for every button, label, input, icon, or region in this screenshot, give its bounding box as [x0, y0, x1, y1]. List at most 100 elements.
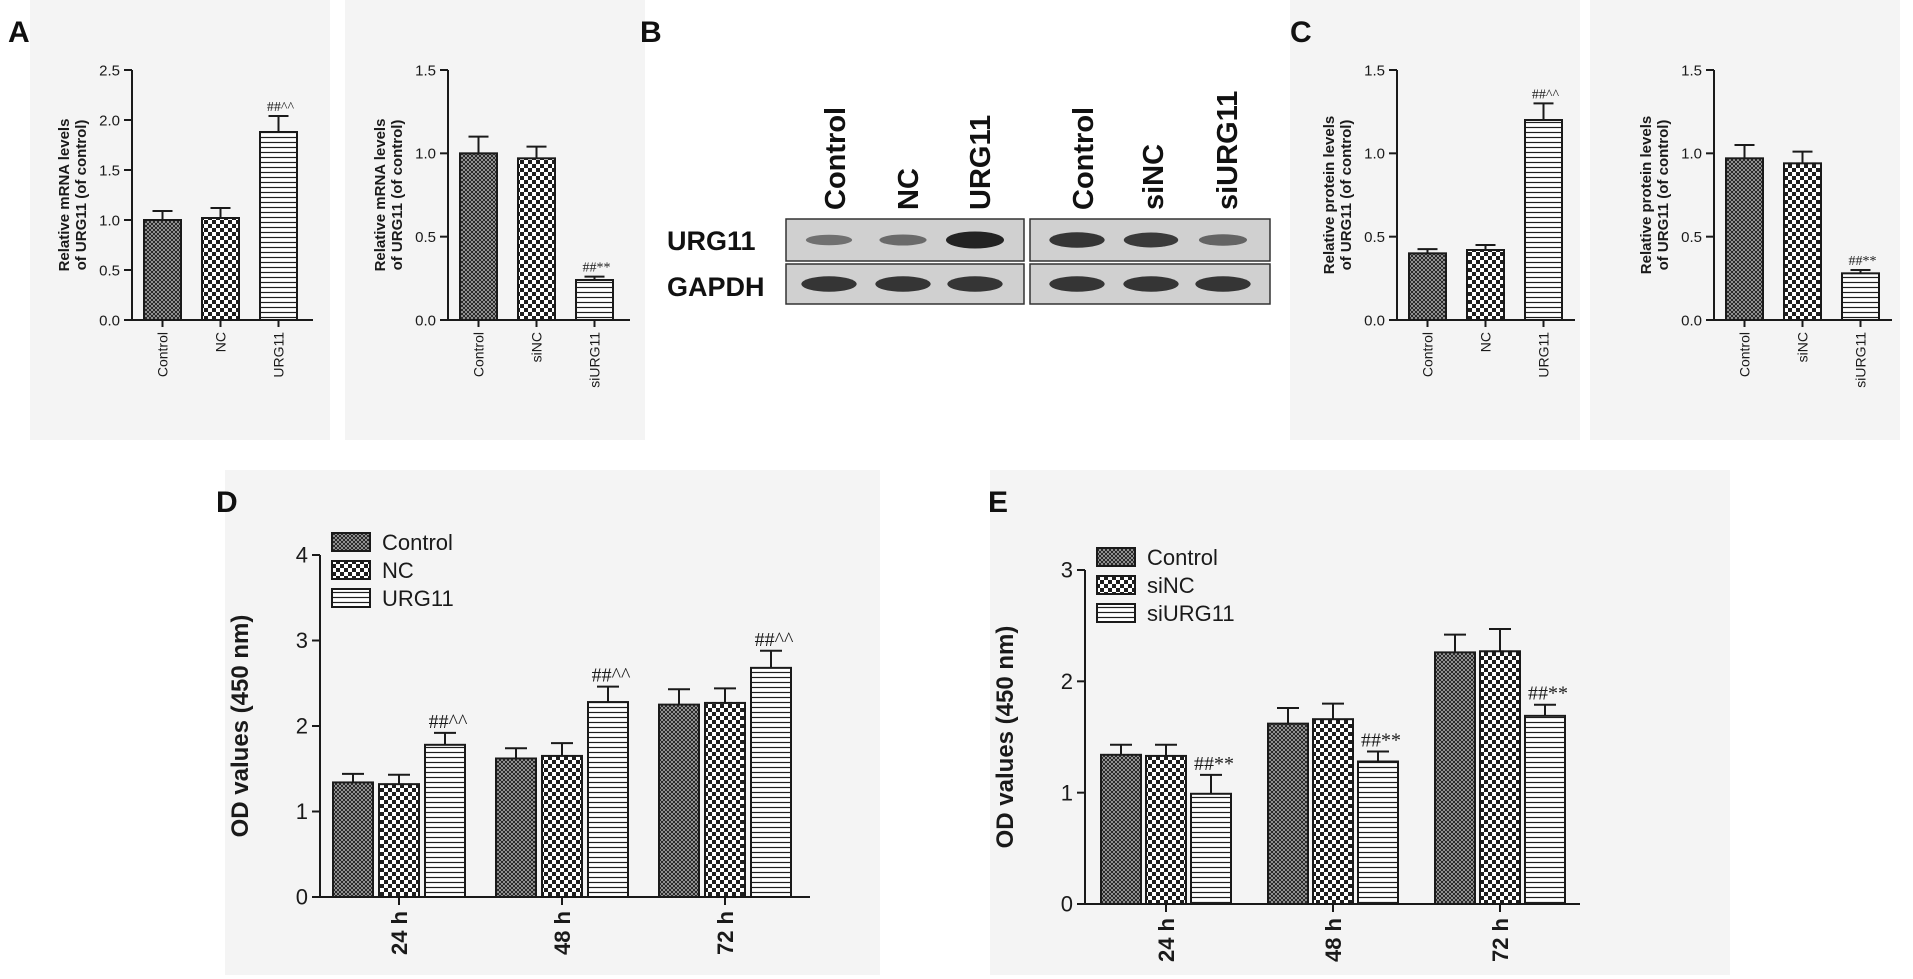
panel-label-d: D: [216, 486, 238, 519]
x-tick-label: NC: [213, 332, 229, 352]
significance-label: ##**: [1528, 683, 1568, 705]
legend-label: Control: [382, 530, 453, 555]
panel-label-a: A: [8, 16, 30, 49]
y-tick-label: 2: [296, 714, 308, 739]
y-tick-label: 4: [296, 543, 308, 568]
blot-row-label-gapdh: GAPDH: [667, 272, 765, 302]
x-tick-label: Control: [1737, 332, 1753, 377]
legend-swatch: [1096, 547, 1136, 567]
y-axis-label-line: of URG11 (of control): [389, 120, 406, 271]
blot-band: [879, 234, 927, 246]
x-tick-label: siURG11: [1853, 332, 1869, 388]
chart-c1: 0.0 0.5 1.0 1.5 Relative protein levelsof UR…: [1321, 62, 1575, 378]
bar: [1100, 753, 1142, 906]
y-axis-label: Relative mRNA levelsof URG11 (of control…: [56, 119, 90, 272]
y-axis-label-line: of URG11 (of control): [1338, 120, 1355, 271]
blot-lane-labels: Control NC URG11 Control siNC siURG11: [820, 91, 1244, 210]
legend-swatch: [331, 560, 371, 580]
blot-band: [805, 234, 853, 246]
blot-lane-label: Control: [1068, 107, 1100, 210]
y-axis-label-line: OD values (450 nm): [227, 615, 254, 838]
y-tick-label: 0.0: [99, 312, 120, 329]
blot-band: [1198, 234, 1248, 246]
bar: [1479, 650, 1521, 905]
y-tick-label: 2: [1061, 669, 1073, 694]
y-tick-label: 3: [1061, 558, 1073, 583]
chart-c2: 0.0 0.5 1.0 1.5 Relative protein levelsof UR…: [1638, 62, 1892, 388]
legend-label: siURG11: [1147, 601, 1235, 626]
x-tick-label: Control: [155, 332, 171, 377]
bar: [495, 757, 537, 898]
y-axis-label-line: Relative mRNA levels: [56, 119, 73, 272]
legend-label: URG11: [382, 586, 454, 611]
bar: [704, 701, 746, 898]
bar: [658, 703, 700, 898]
bar: [1524, 714, 1566, 906]
blot-lane-label: siURG11: [1212, 91, 1244, 210]
y-tick-label: 0: [1061, 892, 1073, 917]
chart-e: 0 1 2 3 OD values (450 nm) ##** 24 h ##** 48 h ##…: [992, 545, 1580, 962]
y-axis-label: Relative protein levelsof URG11 (of cont…: [1321, 116, 1355, 274]
blot-band: [1123, 276, 1179, 292]
y-axis-label-line: Relative protein levels: [1321, 116, 1338, 274]
bar: [575, 279, 614, 321]
y-tick-label: 1.5: [415, 62, 436, 79]
chart-d: 0 1 2 3 4 OD values (450 nm) ##^^ 24 h ##^^ 48 h #…: [227, 530, 810, 955]
legend-swatch: [331, 532, 371, 552]
y-tick-label: 1.5: [1681, 62, 1702, 79]
x-tick-label: URG11: [271, 332, 287, 378]
x-tick-label: 48 h: [550, 911, 575, 955]
blot-band: [946, 231, 1004, 249]
bar: [378, 783, 420, 899]
y-axis-label-line: Relative protein levels: [1638, 116, 1655, 274]
panel-label-e: E: [988, 486, 1008, 519]
y-axis-label: Relative mRNA levelsof URG11 (of control…: [372, 119, 406, 272]
bar: [332, 781, 374, 898]
bar: [1312, 718, 1354, 905]
x-tick-label: siURG11: [587, 332, 603, 388]
x-tick-label: Control: [1420, 332, 1436, 377]
x-tick-label: 24 h: [387, 911, 412, 955]
legend-label: NC: [382, 558, 414, 583]
legend-swatch: [1096, 575, 1136, 595]
legend-label: siNC: [1147, 573, 1195, 598]
bar: [424, 743, 466, 898]
x-tick-label: 48 h: [1321, 918, 1346, 962]
blot-band: [1195, 276, 1251, 292]
bar: [259, 131, 298, 321]
significance-label: ##**: [583, 261, 611, 276]
bar: [1524, 119, 1563, 321]
y-axis-label-line: OD values (450 nm): [992, 626, 1019, 849]
bar: [1841, 272, 1880, 322]
y-tick-label: 1.0: [99, 212, 120, 229]
x-tick-label: 24 h: [1154, 918, 1179, 962]
blot-band: [1049, 232, 1105, 248]
y-tick-label: 0.5: [415, 229, 436, 246]
bar: [459, 152, 498, 321]
x-tick-label: 72 h: [1488, 918, 1513, 962]
x-tick-label: Control: [471, 332, 487, 377]
significance-label: ##^^: [267, 100, 295, 115]
y-tick-label: 3: [296, 628, 308, 653]
x-tick-label: siNC: [529, 332, 545, 362]
bar: [1190, 792, 1232, 906]
y-tick-label: 1.0: [1364, 146, 1385, 163]
y-tick-label: 0.0: [415, 312, 436, 329]
chart-a2: 0.0 0.5 1.0 1.5 Relative mRNA levelsof URG11…: [372, 62, 630, 388]
bar: [1783, 162, 1822, 321]
y-tick-label: 1.0: [1681, 146, 1702, 163]
y-tick-label: 2.0: [99, 112, 120, 129]
significance-label: ##^^: [755, 629, 794, 651]
y-tick-label: 1: [296, 799, 308, 824]
bar: [1434, 651, 1476, 905]
bar: [1466, 249, 1505, 321]
y-tick-label: 0.0: [1364, 312, 1385, 329]
legend-swatch: [331, 588, 371, 608]
y-axis-label-line: Relative mRNA levels: [372, 119, 389, 272]
y-axis-label: OD values (450 nm): [227, 615, 254, 838]
blot-band: [1123, 232, 1179, 248]
blot-lane-label: siNC: [1138, 144, 1170, 210]
bar: [750, 666, 792, 898]
blot-band: [875, 276, 931, 292]
